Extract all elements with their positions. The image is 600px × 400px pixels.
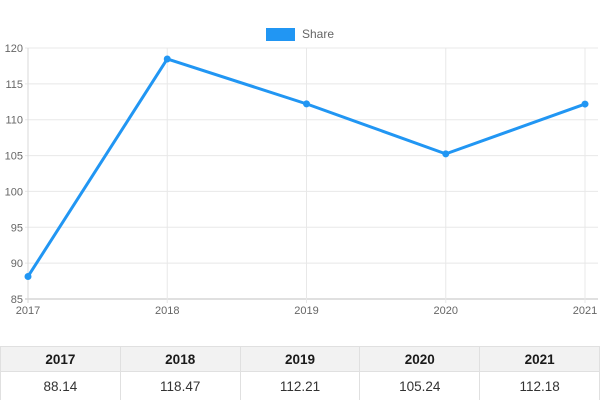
axis-tick-labels: 85 90 95 100 105 110 115 120 2017 2018 2019 2020 202… — [5, 43, 598, 317]
data-point[interactable] — [303, 100, 310, 108]
svg-text:120: 120 — [5, 43, 23, 55]
svg-text:90: 90 — [11, 258, 23, 270]
data-point[interactable] — [24, 272, 32, 280]
value-cell: 112.21 — [239, 371, 361, 400]
data-point[interactable] — [442, 150, 450, 158]
year-header-cell: 2018 — [119, 346, 241, 372]
value-cell: 105.24 — [359, 371, 481, 400]
svg-text:110: 110 — [5, 115, 23, 127]
table-header-row: 2017 2018 2019 2020 2021 — [0, 346, 600, 372]
svg-text:2018: 2018 — [155, 305, 179, 317]
svg-text:2017: 2017 — [16, 305, 40, 317]
legend-label: Share — [301, 27, 335, 41]
year-header-cell: 2021 — [479, 346, 600, 372]
values-table: 2017 2018 2019 2020 2021 88.14 118.47 11… — [0, 346, 600, 400]
svg-text:2019: 2019 — [294, 305, 318, 317]
year-header-cell: 2017 — [0, 346, 121, 372]
chart-legend[interactable]: Share — [0, 28, 600, 41]
svg-text:85: 85 — [11, 294, 23, 306]
svg-text:2020: 2020 — [434, 305, 458, 317]
svg-text:115: 115 — [5, 79, 23, 91]
svg-text:95: 95 — [11, 222, 23, 234]
svg-text:105: 105 — [5, 151, 23, 163]
svg-text:100: 100 — [5, 186, 23, 198]
year-header-cell: 2020 — [359, 346, 481, 372]
year-header-cell: 2019 — [239, 346, 361, 372]
data-point[interactable] — [581, 100, 589, 108]
chart-gridlines — [25, 47, 598, 303]
data-point[interactable] — [163, 55, 171, 63]
table-values-row: 88.14 118.47 112.21 105.24 112.18 — [0, 371, 600, 400]
value-cell: 112.18 — [479, 371, 600, 400]
legend-swatch-icon — [265, 28, 295, 41]
svg-text:2021: 2021 — [573, 305, 597, 317]
value-cell: 88.14 — [0, 371, 121, 400]
value-cell: 118.47 — [119, 371, 241, 400]
data-points — [24, 55, 589, 280]
line-chart: 85 90 95 100 105 110 115 120 2017 2018 2019 2020 202… — [5, 43, 598, 317]
